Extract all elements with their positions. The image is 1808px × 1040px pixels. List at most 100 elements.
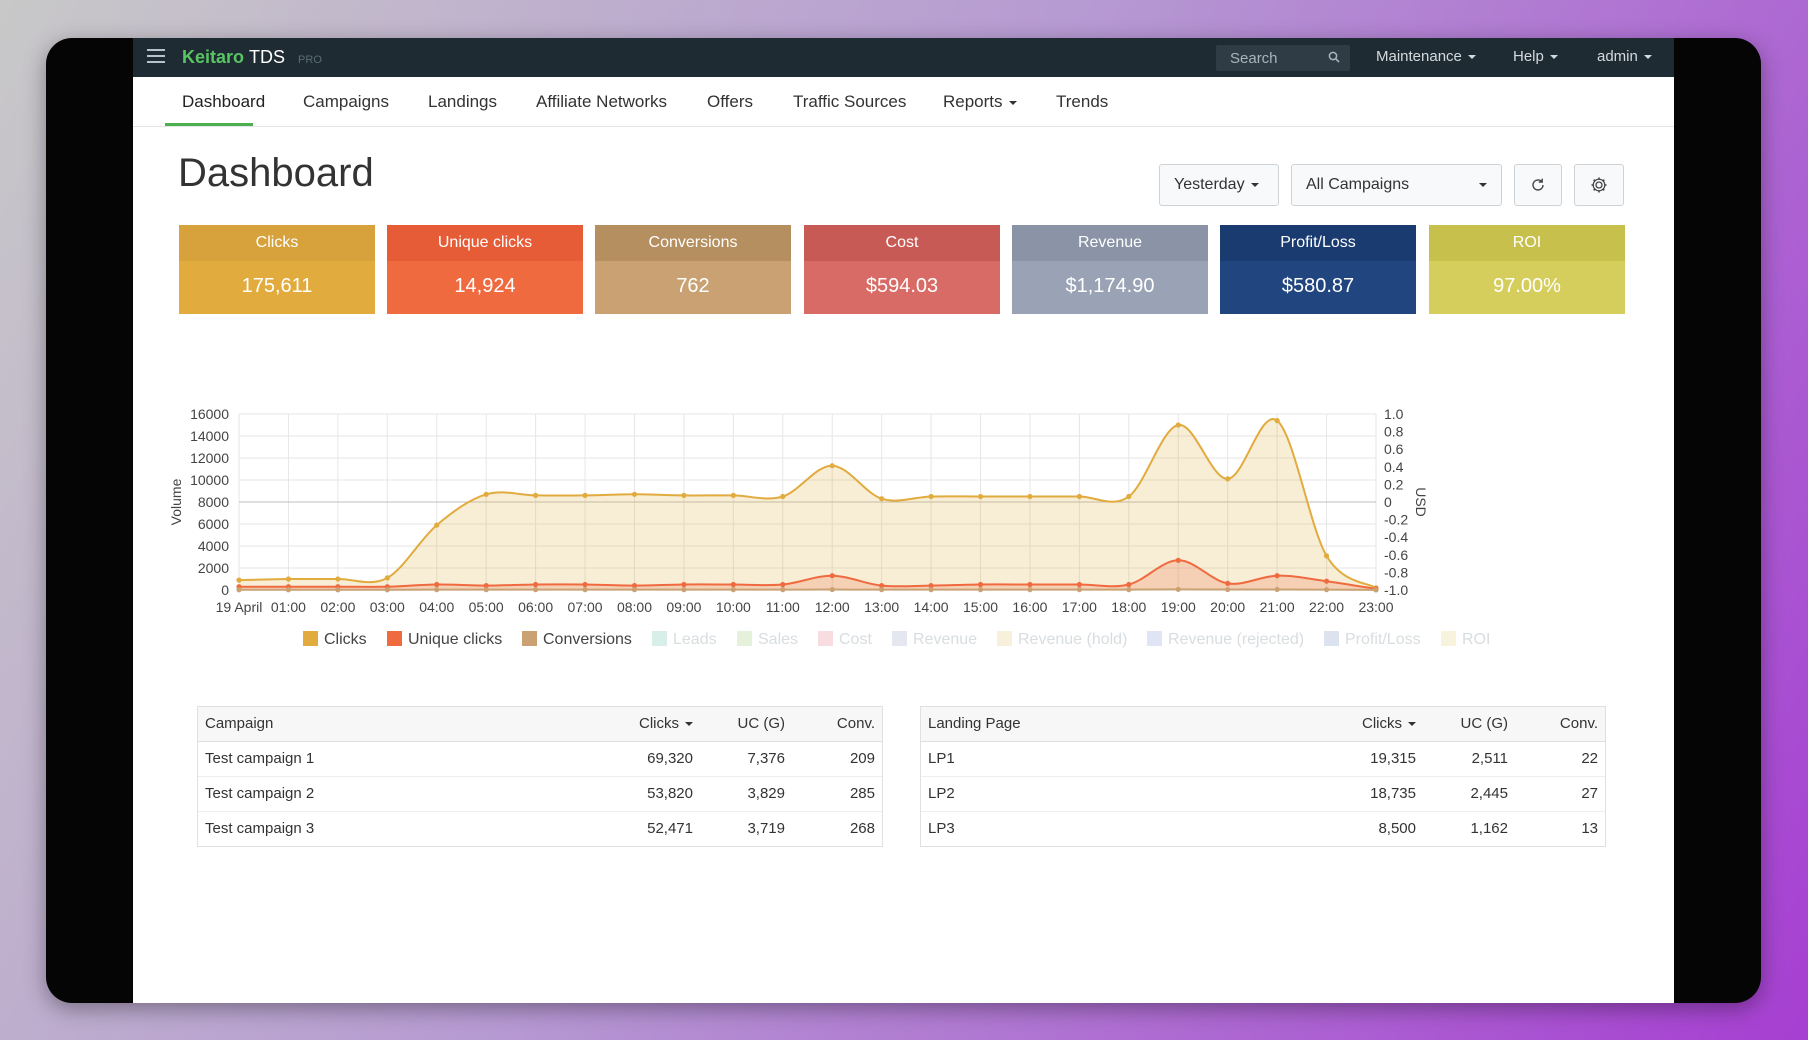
tile-roi[interactable]: ROI 97.00% bbox=[1429, 225, 1625, 314]
table-row[interactable]: LP2 18,735 2,445 27 bbox=[921, 776, 1605, 812]
tab-trends[interactable]: Trends bbox=[1056, 92, 1109, 111]
tile-cost[interactable]: Cost $594.03 bbox=[804, 225, 1000, 314]
tab-campaigns[interactable]: Campaigns bbox=[303, 92, 389, 111]
tile-conversions[interactable]: Conversions 762 bbox=[595, 225, 791, 314]
table-row[interactable]: Test campaign 2 53,820 3,829 285 bbox=[198, 776, 882, 812]
data-point-conversions bbox=[582, 587, 588, 593]
legend-item-profit-loss[interactable]: Profit/Loss bbox=[1324, 631, 1421, 649]
tab-affiliate-networks[interactable]: Affiliate Networks bbox=[536, 92, 668, 111]
col-uc[interactable]: UC (G) bbox=[1423, 707, 1515, 742]
hamburger-menu-icon[interactable] bbox=[147, 49, 165, 63]
legend-item-revenue-rejected-[interactable]: Revenue (rejected) bbox=[1147, 631, 1304, 649]
legend-label: Profit/Loss bbox=[1345, 631, 1421, 648]
data-point-conversions bbox=[1225, 586, 1231, 593]
legend-item-conversions[interactable]: Conversions bbox=[522, 631, 632, 649]
legend-item-clicks[interactable]: Clicks bbox=[303, 631, 367, 649]
legend-swatch bbox=[892, 631, 907, 646]
brand-logo[interactable]: Keitaro TDS PRO bbox=[182, 47, 322, 68]
y2-tick-label: -1.0 bbox=[1384, 582, 1408, 598]
legend-swatch bbox=[522, 631, 537, 646]
brand-suffix: TDS bbox=[249, 47, 286, 67]
legend-item-leads[interactable]: Leads bbox=[652, 631, 717, 649]
tile-clicks[interactable]: Clicks 175,611 bbox=[179, 225, 375, 314]
data-point-clicks bbox=[780, 493, 786, 500]
col-campaign[interactable]: Campaign bbox=[198, 707, 590, 742]
table-row[interactable]: Test campaign 1 69,320 7,376 209 bbox=[198, 741, 882, 777]
tile-value: 762 bbox=[595, 261, 791, 314]
x-tick-label: 17:00 bbox=[1062, 599, 1097, 615]
y2-tick-label: 0.4 bbox=[1384, 459, 1404, 475]
legend-swatch bbox=[1324, 631, 1339, 646]
caret-down-icon bbox=[1008, 100, 1017, 105]
table-row[interactable]: LP3 8,500 1,162 13 bbox=[921, 811, 1605, 846]
y2-axis-title: USD bbox=[1413, 487, 1429, 517]
legend-item-revenue-hold-[interactable]: Revenue (hold) bbox=[997, 631, 1127, 649]
legend-label: Revenue bbox=[913, 631, 978, 648]
x-tick-label: 09:00 bbox=[666, 599, 701, 615]
x-tick-label: 13:00 bbox=[864, 599, 899, 615]
data-point-unique-clicks bbox=[977, 581, 984, 588]
legend-item-sales[interactable]: Sales bbox=[737, 631, 798, 649]
period-dropdown[interactable]: Yesterday bbox=[1159, 164, 1279, 206]
data-point-unique-clicks bbox=[533, 581, 539, 588]
cell-campaign: Test campaign 2 bbox=[198, 776, 590, 812]
table-row[interactable]: LP1 19,315 2,511 22 bbox=[921, 741, 1605, 777]
col-clicks[interactable]: Clicks bbox=[590, 707, 700, 742]
legend-item-unique-clicks[interactable]: Unique clicks bbox=[387, 631, 502, 649]
data-point-conversions bbox=[730, 587, 736, 593]
maintenance-menu[interactable]: Maintenance bbox=[1376, 48, 1476, 65]
legend-item-cost[interactable]: Cost bbox=[818, 631, 872, 649]
cell-campaign: Test campaign 3 bbox=[205, 820, 315, 838]
data-point-conversions bbox=[384, 587, 390, 593]
refresh-button[interactable] bbox=[1514, 164, 1562, 206]
tab-traffic-sources[interactable]: Traffic Sources bbox=[793, 92, 907, 111]
data-point-clicks bbox=[631, 491, 638, 497]
y-tick-label: 14000 bbox=[190, 428, 229, 444]
x-tick-label: 04:00 bbox=[419, 599, 454, 615]
data-point-unique-clicks bbox=[1225, 580, 1231, 586]
data-point-clicks bbox=[335, 576, 341, 582]
col-clicks-label: Clicks bbox=[1362, 715, 1402, 733]
tile-unique-clicks[interactable]: Unique clicks 14,924 bbox=[387, 225, 583, 314]
cell-uc: 7,376 bbox=[700, 741, 792, 777]
data-point-unique-clicks bbox=[780, 581, 786, 588]
data-point-conversions bbox=[533, 587, 539, 593]
sort-caret-icon bbox=[1408, 722, 1416, 727]
col-clicks[interactable]: Clicks bbox=[1313, 707, 1423, 742]
search-input[interactable]: Search bbox=[1216, 45, 1350, 71]
help-menu[interactable]: Help bbox=[1513, 48, 1558, 65]
tile-value: $594.03 bbox=[804, 261, 1000, 314]
legend-item-revenue[interactable]: Revenue bbox=[892, 631, 977, 649]
tab-offers[interactable]: Offers bbox=[707, 92, 753, 111]
tab-dashboard[interactable]: Dashboard bbox=[182, 92, 266, 111]
caret-down-icon bbox=[1467, 55, 1476, 60]
table-row[interactable]: Test campaign 3 52,471 3,719 268 bbox=[198, 811, 882, 846]
data-point-conversions bbox=[1175, 586, 1181, 592]
data-point-conversions bbox=[780, 587, 786, 593]
col-uc[interactable]: UC (G) bbox=[700, 707, 792, 742]
data-point-clicks bbox=[681, 492, 687, 498]
settings-button[interactable] bbox=[1574, 164, 1624, 206]
data-point-unique-clicks bbox=[1076, 581, 1082, 588]
legend-item-roi[interactable]: ROI bbox=[1441, 631, 1490, 649]
tab-landings[interactable]: Landings bbox=[428, 92, 498, 111]
tab-reports[interactable]: Reports bbox=[943, 92, 1017, 112]
top-navbar: Keitaro TDS PRO Search Maintenance Help … bbox=[133, 38, 1674, 77]
cell-conv: 27 bbox=[1515, 776, 1605, 812]
tile-value: 175,611 bbox=[179, 261, 375, 314]
tile-profit-loss[interactable]: Profit/Loss $580.87 bbox=[1220, 225, 1416, 314]
campaign-filter-select[interactable]: All Campaigns bbox=[1291, 164, 1502, 206]
tile-revenue[interactable]: Revenue $1,174.90 bbox=[1012, 225, 1208, 314]
cell-uc: 2,445 bbox=[1423, 776, 1515, 812]
cell-conv: 13 bbox=[1581, 820, 1598, 838]
admin-menu[interactable]: admin bbox=[1597, 48, 1652, 65]
cell-clicks: 19,315 bbox=[1313, 741, 1423, 777]
tile-label: Profit/Loss bbox=[1220, 225, 1416, 261]
brand-name: Keitaro bbox=[182, 47, 245, 67]
col-conv[interactable]: Conv. bbox=[1515, 707, 1605, 742]
data-point-clicks bbox=[285, 576, 292, 582]
col-landing-page[interactable]: Landing Page bbox=[921, 707, 1313, 742]
legend-label: Revenue (rejected) bbox=[1168, 631, 1305, 648]
caret-down-icon bbox=[1250, 183, 1259, 187]
col-conv[interactable]: Conv. bbox=[792, 707, 882, 742]
